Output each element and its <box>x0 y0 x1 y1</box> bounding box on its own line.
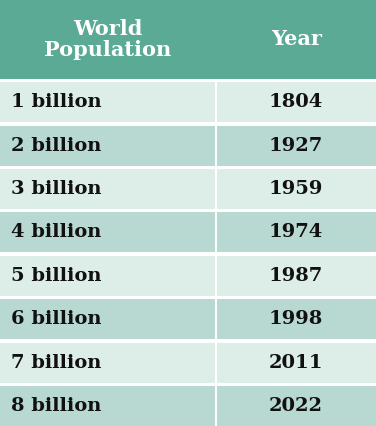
Text: 1998: 1998 <box>269 310 323 328</box>
Bar <box>217 299 376 339</box>
Bar <box>0 213 215 252</box>
Text: 1987: 1987 <box>269 267 323 285</box>
Bar <box>215 169 217 209</box>
Bar <box>215 213 217 252</box>
Bar <box>0 383 376 386</box>
Bar <box>215 386 217 426</box>
Text: 2011: 2011 <box>269 354 323 371</box>
Bar <box>217 169 376 209</box>
Bar <box>0 79 376 82</box>
Bar <box>0 82 215 122</box>
Text: 7 billion: 7 billion <box>11 354 102 371</box>
Bar <box>0 339 376 343</box>
Text: 1974: 1974 <box>269 223 323 242</box>
Text: 2022: 2022 <box>269 397 323 415</box>
Bar <box>215 343 217 383</box>
Bar <box>215 82 217 122</box>
Bar <box>0 296 376 299</box>
Bar <box>0 343 215 383</box>
Bar <box>217 126 376 166</box>
Text: 1927: 1927 <box>269 137 323 155</box>
Bar <box>0 256 215 296</box>
Bar <box>215 256 217 296</box>
Text: 4 billion: 4 billion <box>11 223 102 242</box>
Bar <box>0 122 376 126</box>
Text: 1959: 1959 <box>269 180 323 198</box>
Bar <box>0 169 215 209</box>
Text: 3 billion: 3 billion <box>11 180 102 198</box>
Bar <box>217 213 376 252</box>
Text: 6 billion: 6 billion <box>11 310 102 328</box>
Bar <box>0 252 376 256</box>
Bar <box>217 256 376 296</box>
Bar <box>215 126 217 166</box>
Text: 8 billion: 8 billion <box>11 397 102 415</box>
Bar <box>0 209 376 213</box>
Text: 2 billion: 2 billion <box>11 137 102 155</box>
Bar <box>217 82 376 122</box>
Bar <box>0 386 215 426</box>
Bar <box>0 299 215 339</box>
Bar <box>217 386 376 426</box>
Text: 5 billion: 5 billion <box>11 267 102 285</box>
Bar <box>0 166 376 169</box>
Text: 1804: 1804 <box>269 93 323 111</box>
Bar <box>0 0 376 79</box>
Bar <box>0 126 215 166</box>
Bar <box>215 299 217 339</box>
Text: World
Population: World Population <box>44 19 172 60</box>
Bar <box>217 343 376 383</box>
Text: 1 billion: 1 billion <box>11 93 102 111</box>
Text: Year: Year <box>271 29 321 49</box>
